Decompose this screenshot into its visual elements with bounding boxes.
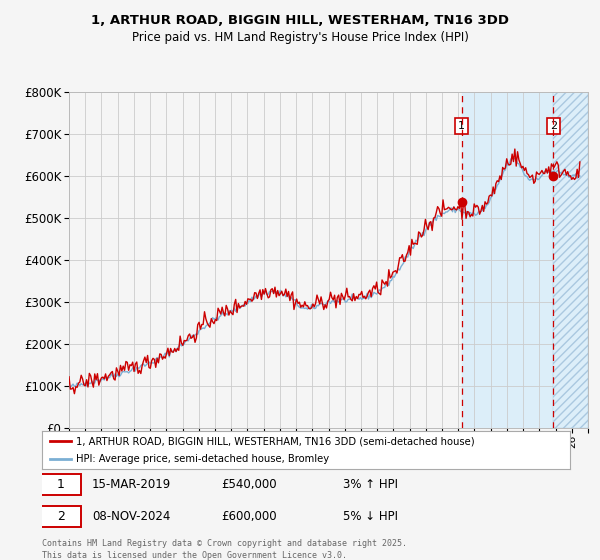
Text: 15-MAR-2019: 15-MAR-2019 <box>92 478 172 491</box>
Text: 08-NOV-2024: 08-NOV-2024 <box>92 510 170 523</box>
Text: Contains HM Land Registry data © Crown copyright and database right 2025.
This d: Contains HM Land Registry data © Crown c… <box>42 539 407 559</box>
Text: 5% ↓ HPI: 5% ↓ HPI <box>343 510 398 523</box>
Text: 1: 1 <box>57 478 65 491</box>
Text: £540,000: £540,000 <box>221 478 277 491</box>
Text: 3% ↑ HPI: 3% ↑ HPI <box>343 478 398 491</box>
FancyBboxPatch shape <box>41 474 80 495</box>
FancyBboxPatch shape <box>41 506 80 527</box>
Text: 1, ARTHUR ROAD, BIGGIN HILL, WESTERHAM, TN16 3DD (semi-detached house): 1, ARTHUR ROAD, BIGGIN HILL, WESTERHAM, … <box>76 436 475 446</box>
Bar <box>553 92 588 428</box>
Text: £600,000: £600,000 <box>221 510 277 523</box>
Text: 2: 2 <box>550 121 557 131</box>
Text: 1: 1 <box>458 121 465 131</box>
Text: Price paid vs. HM Land Registry's House Price Index (HPI): Price paid vs. HM Land Registry's House … <box>131 31 469 44</box>
Text: 2: 2 <box>57 510 65 523</box>
Text: HPI: Average price, semi-detached house, Bromley: HPI: Average price, semi-detached house,… <box>76 454 329 464</box>
Text: 1, ARTHUR ROAD, BIGGIN HILL, WESTERHAM, TN16 3DD: 1, ARTHUR ROAD, BIGGIN HILL, WESTERHAM, … <box>91 14 509 27</box>
Bar <box>461 92 588 428</box>
